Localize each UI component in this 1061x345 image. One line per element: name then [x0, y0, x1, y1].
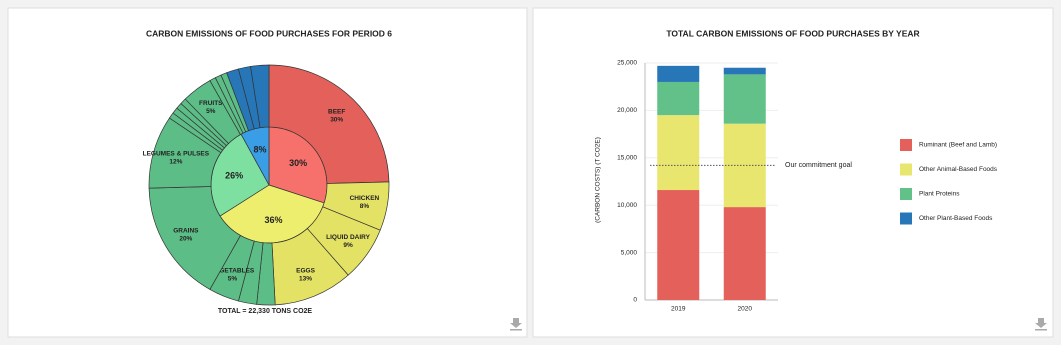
data-label: 26%: [225, 170, 243, 180]
data-label: 8%: [254, 145, 267, 155]
download-icon[interactable]: [1035, 318, 1047, 331]
bar-segment: [657, 190, 700, 300]
legend-label: Other Plant-Based Foods: [919, 215, 993, 222]
data-label: 8%: [360, 203, 370, 210]
slice-label: GRAINS: [173, 228, 199, 235]
pie-slice: [250, 64, 270, 129]
slice-label: LEGUMES & PULSES: [143, 151, 210, 158]
x-tick-label: 2020: [738, 306, 753, 313]
data-label: 36%: [265, 215, 283, 225]
legend-label: Plant Proteins: [919, 191, 960, 198]
y-tick-label: 20,000: [617, 107, 637, 114]
legend-swatch: [900, 188, 912, 200]
data-label: 30%: [289, 158, 307, 168]
chart-title: TOTAL CARBON EMISSIONS OF FOOD PURCHASES…: [666, 28, 919, 38]
data-label: 20%: [179, 236, 192, 243]
pie-slice: [268, 64, 390, 184]
annotation: TOTAL = 22,330 TONS CO2E: [218, 308, 313, 315]
slice-label: BEEF: [328, 108, 345, 115]
y-tick-label: 15,000: [617, 155, 637, 162]
data-label: 30%: [330, 116, 343, 123]
y-tick-label: 25,000: [617, 60, 637, 67]
y-axis-label: (CARBON COSTS) (T CO2E): [595, 137, 602, 223]
y-tick-label: 10,000: [617, 202, 637, 209]
slice-label: FRUITS: [199, 100, 223, 107]
legend-swatch: [900, 163, 912, 176]
slice-label: LIQUID DAIRY: [326, 234, 370, 241]
y-tick-label: 0: [633, 297, 637, 304]
panel: [532, 7, 1054, 338]
legend-label: Ruminant (Beef and Lamb): [919, 142, 997, 149]
bar-segment: [657, 81, 700, 116]
download-icon[interactable]: [510, 318, 522, 331]
data-label: 12%: [169, 159, 182, 166]
bar-segment: [657, 115, 700, 191]
bar-segment: [723, 207, 766, 300]
chart-title: CARBON EMISSIONS OF FOOD PURCHASES FOR P…: [146, 28, 392, 38]
y-tick-label: 5,000: [621, 249, 638, 256]
data-label: 9%: [343, 242, 353, 249]
x-tick-label: 2019: [671, 306, 686, 313]
slice-label: EGGS: [296, 268, 315, 275]
slice-label: CHICKEN: [350, 195, 380, 202]
legend-swatch: [900, 212, 912, 225]
reference-label: Our commitment goal: [785, 162, 852, 169]
data-label: 5%: [206, 108, 216, 115]
bar-segment: [657, 65, 700, 82]
data-label: 5%: [228, 276, 238, 283]
legend-label: Other Animal-Based Foods: [919, 166, 998, 173]
data-label: 13%: [299, 276, 312, 283]
slice-label: VEGETABLES: [211, 268, 255, 275]
bar-segment: [723, 67, 766, 75]
legend-swatch: [900, 139, 912, 151]
bar-segment: [723, 74, 766, 124]
